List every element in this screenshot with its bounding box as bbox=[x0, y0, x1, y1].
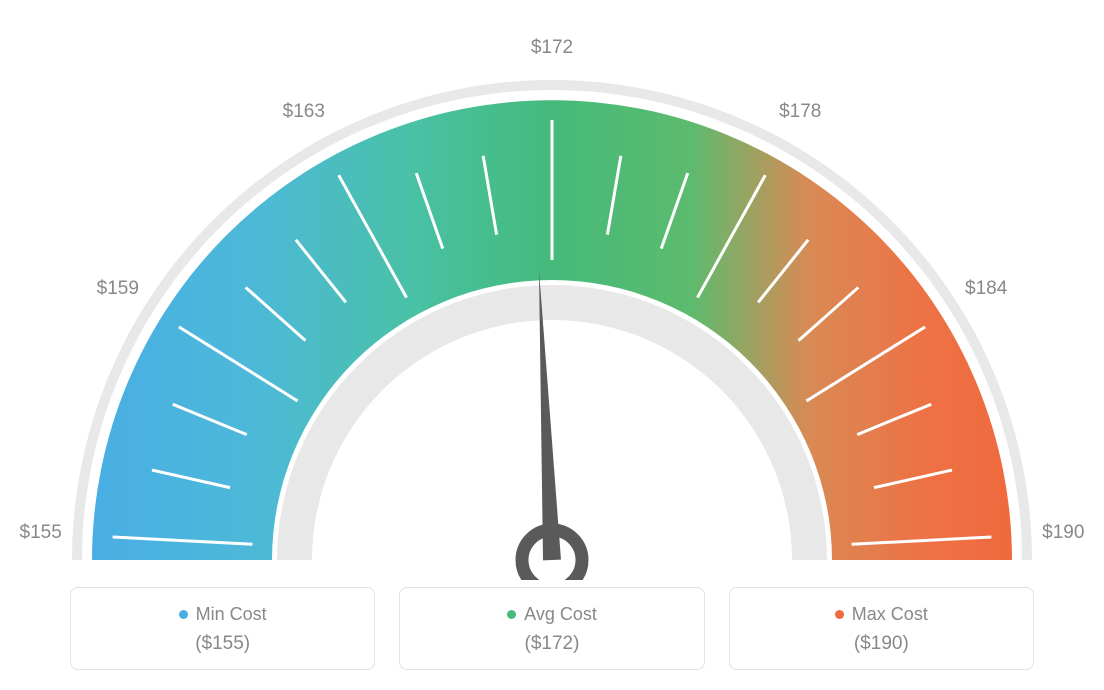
gauge-tick-label: $178 bbox=[779, 101, 821, 123]
gauge-tick-label: $190 bbox=[1042, 522, 1084, 544]
legend-label-avg: Avg Cost bbox=[524, 604, 597, 625]
legend-card-avg: Avg Cost ($172) bbox=[399, 587, 704, 670]
gauge-tick-label: $184 bbox=[965, 278, 1007, 300]
legend-value-min: ($155) bbox=[81, 633, 364, 655]
legend-label-min: Min Cost bbox=[196, 604, 267, 625]
legend-label-max: Max Cost bbox=[852, 604, 928, 625]
legend-dot-max bbox=[835, 610, 844, 619]
gauge-tick-label: $155 bbox=[20, 522, 62, 544]
legend-card-max: Max Cost ($190) bbox=[729, 587, 1034, 670]
legend-value-max: ($190) bbox=[740, 633, 1023, 655]
legend-dot-min bbox=[179, 610, 188, 619]
gauge-tick-label: $172 bbox=[531, 37, 573, 59]
legend-card-min: Min Cost ($155) bbox=[70, 587, 375, 670]
legend-title-min: Min Cost bbox=[179, 604, 267, 625]
gauge-chart: $155 $159 $163 $172 $178 $184 $190 bbox=[0, 0, 1104, 580]
legend-title-avg: Avg Cost bbox=[507, 604, 597, 625]
legend-dot-avg bbox=[507, 610, 516, 619]
legend-row: Min Cost ($155) Avg Cost ($172) Max Cost… bbox=[70, 587, 1034, 670]
legend-title-max: Max Cost bbox=[835, 604, 928, 625]
legend-value-avg: ($172) bbox=[410, 633, 693, 655]
gauge-svg bbox=[0, 0, 1104, 580]
gauge-tick-label: $163 bbox=[283, 101, 325, 123]
chart-container: $155 $159 $163 $172 $178 $184 $190 Min Cost ($… bbox=[0, 0, 1104, 690]
gauge-tick-label: $159 bbox=[97, 278, 139, 300]
